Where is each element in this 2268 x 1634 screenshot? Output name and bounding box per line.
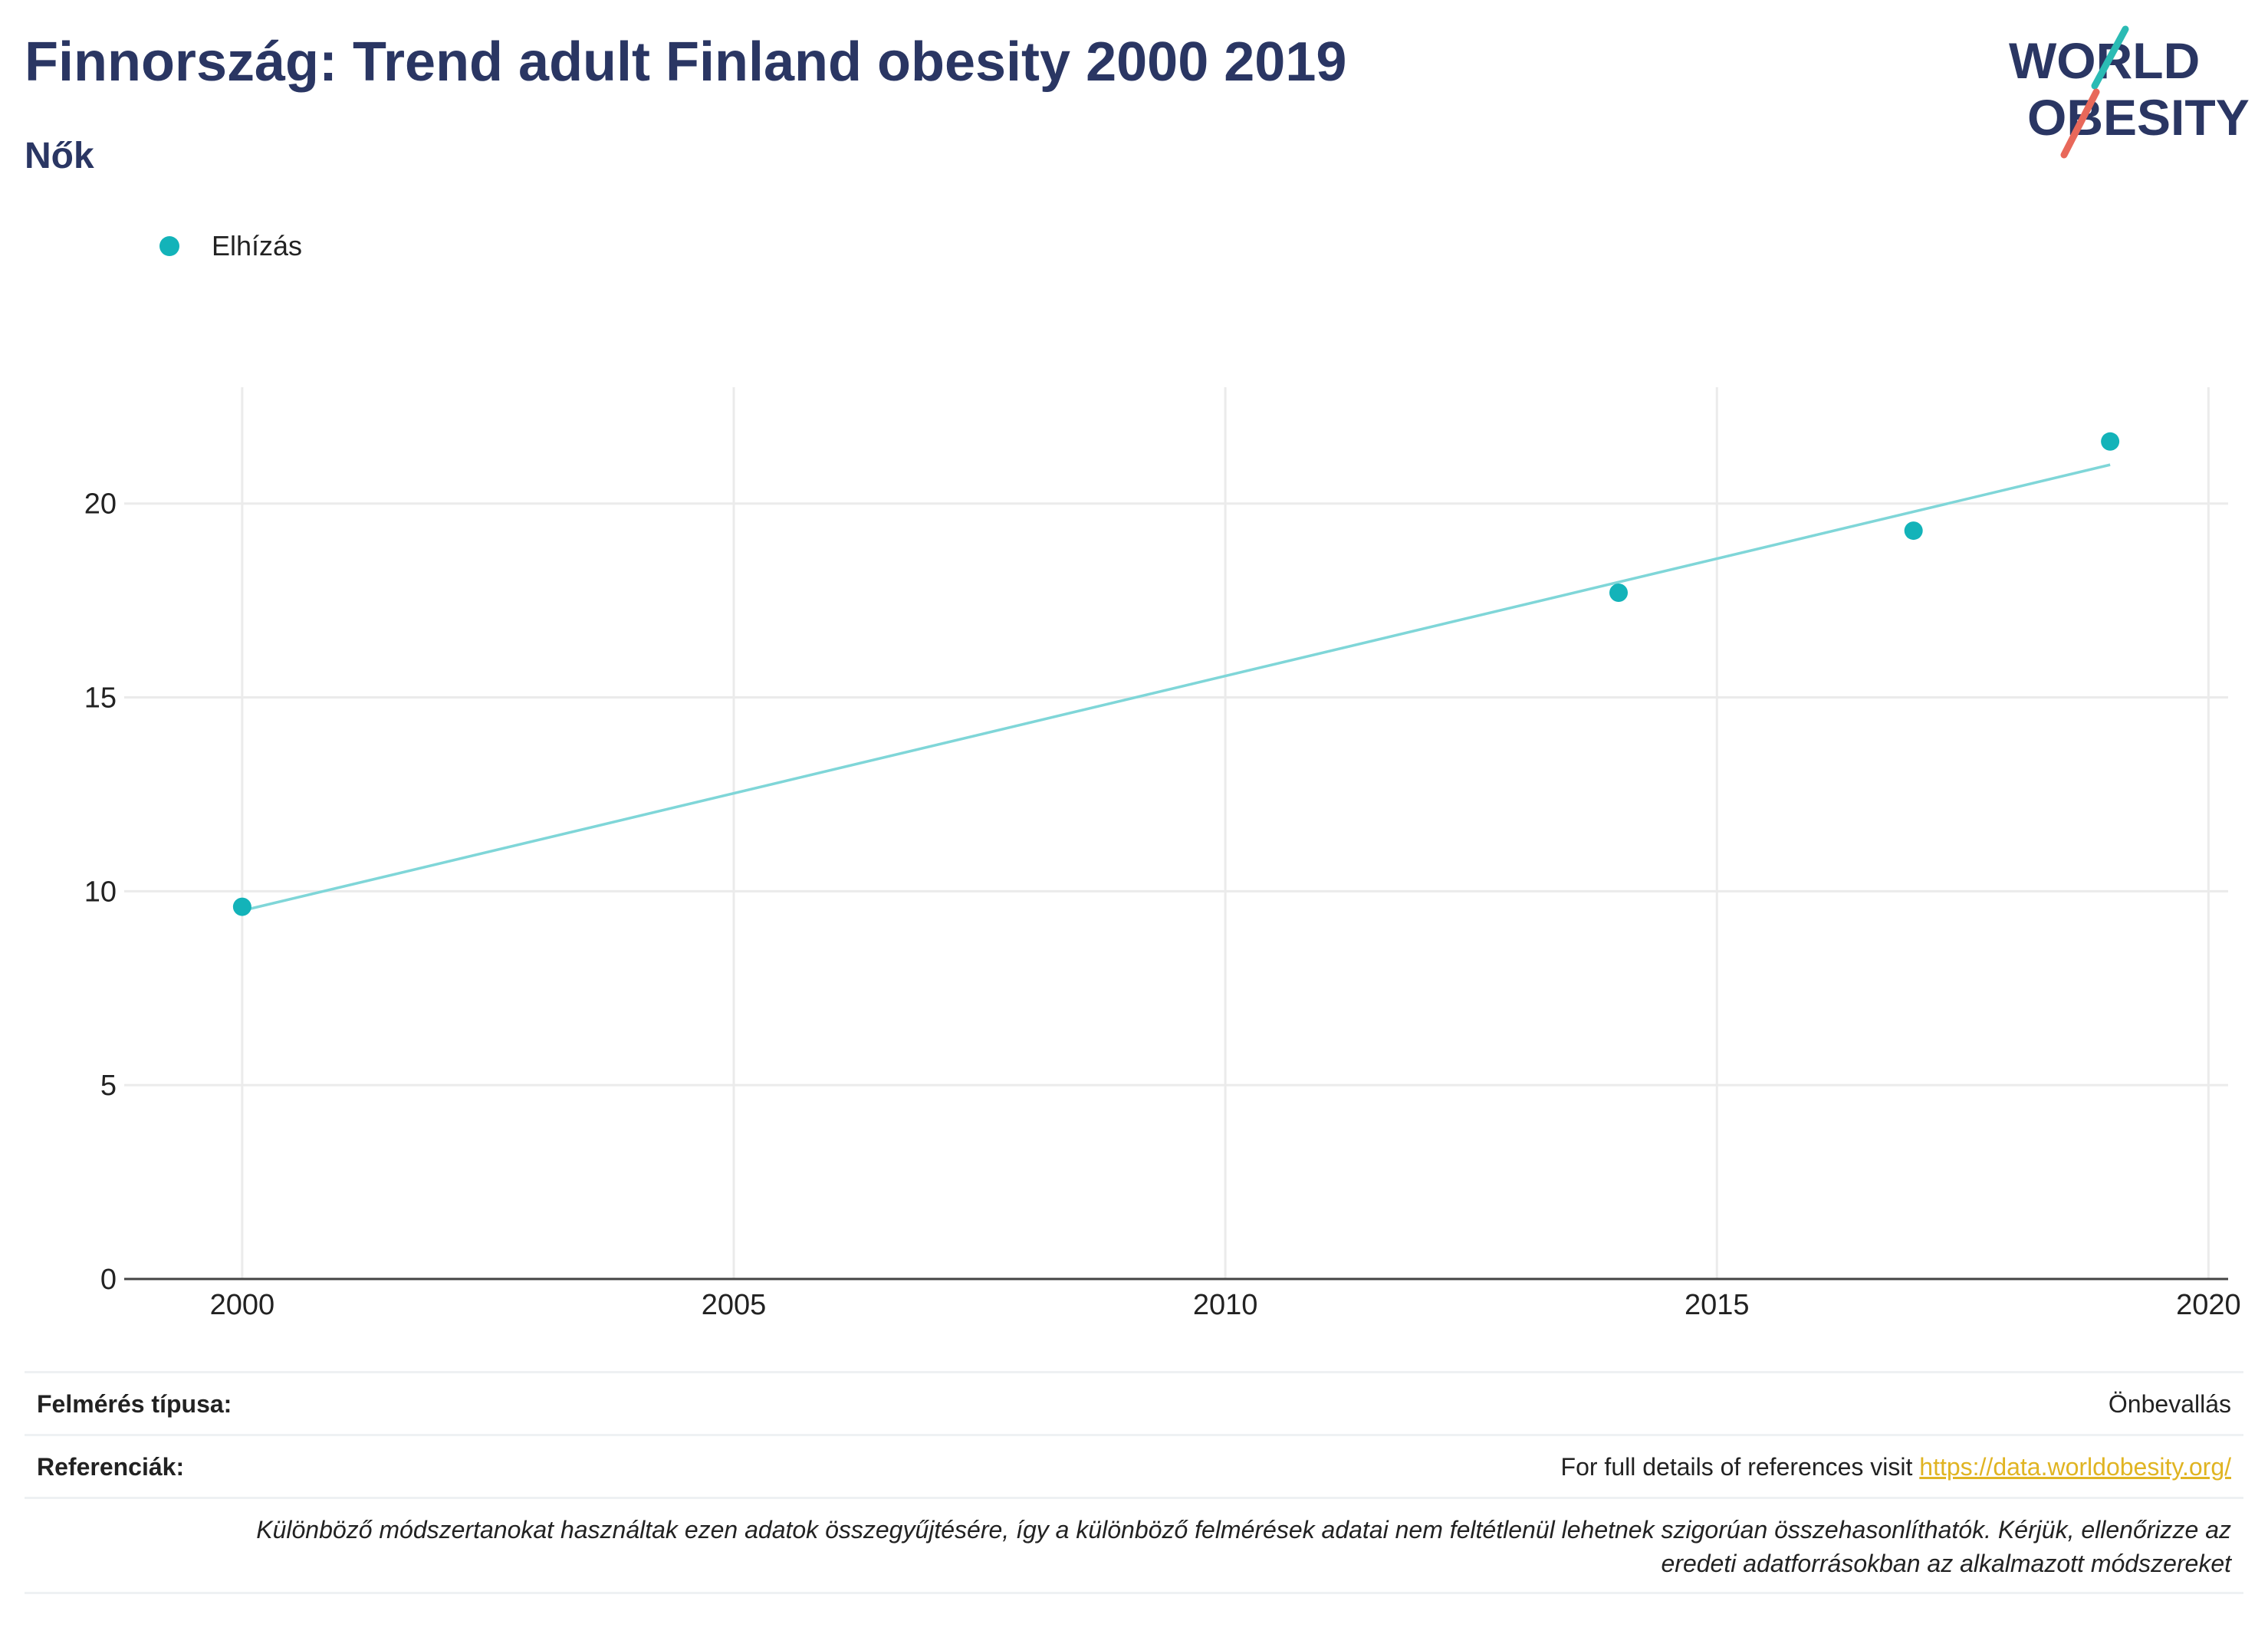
references-row: Referenciák: For full details of referen… — [25, 1434, 2243, 1499]
logo-text-world: WORLD — [2009, 32, 2200, 89]
references-label: Referenciák: — [37, 1453, 185, 1481]
x-tick-label: 2005 — [702, 1289, 767, 1319]
world-obesity-logo: WORLD OBESITY — [2009, 25, 2250, 159]
logo-slash-teal — [2091, 25, 2129, 90]
references-text: For full details of references visit — [1560, 1453, 1920, 1481]
y-tick-label: 20 — [84, 488, 117, 521]
survey-type-label: Felmérés típusa: — [37, 1390, 232, 1418]
trend-line — [242, 463, 2111, 912]
methodology-note: Különböző módszertanokat használtak ezen… — [38, 1513, 2231, 1580]
y-tick-label: 10 — [84, 876, 117, 908]
references-link[interactable]: https://data.worldobesity.org/ — [1919, 1453, 2231, 1481]
y-tick-label: 5 — [100, 1070, 117, 1102]
y-tick-label: 15 — [84, 682, 117, 715]
legend-marker — [159, 236, 179, 256]
data-point — [1609, 583, 1629, 602]
references-value: For full details of references visit htt… — [1561, 1453, 2231, 1481]
footer-bottom-divider — [25, 1592, 2243, 1594]
methodology-note-line2: eredeti adatforrásokban az alkalmazott m… — [1661, 1550, 2232, 1577]
x-tick-label: 2020 — [2176, 1289, 2241, 1319]
y-tick-label: 0 — [100, 1264, 117, 1296]
methodology-note-row: Különböző módszertanokat használtak ezen… — [25, 1497, 2243, 1594]
scatter-chart: 2000 2005 2010 2015 2020 0 5 10 15 20 — [84, 387, 2241, 1319]
chart-legend[interactable]: Elhízás — [159, 230, 302, 262]
x-tick-label: 2000 — [210, 1289, 275, 1319]
methodology-note-line1: Különböző módszertanokat használtak ezen… — [256, 1516, 2231, 1544]
data-point — [2101, 432, 2120, 451]
survey-type-value: Önbevallás — [2108, 1390, 2231, 1418]
data-point — [232, 897, 251, 916]
logo-text-obesity: OBESITY — [2027, 89, 2250, 146]
x-tick-label: 2015 — [1685, 1289, 1750, 1319]
chart-subtitle: Nők — [25, 136, 94, 176]
survey-type-row: Felmérés típusa: Önbevallás — [25, 1371, 2243, 1436]
data-point — [1904, 521, 1923, 541]
chart-title: Finnország: Trend adult Finland obesity … — [25, 31, 1347, 93]
x-tick-label: 2010 — [1193, 1289, 1258, 1319]
logo-slash-coral — [2060, 88, 2100, 159]
legend-label: Elhízás — [212, 230, 303, 261]
